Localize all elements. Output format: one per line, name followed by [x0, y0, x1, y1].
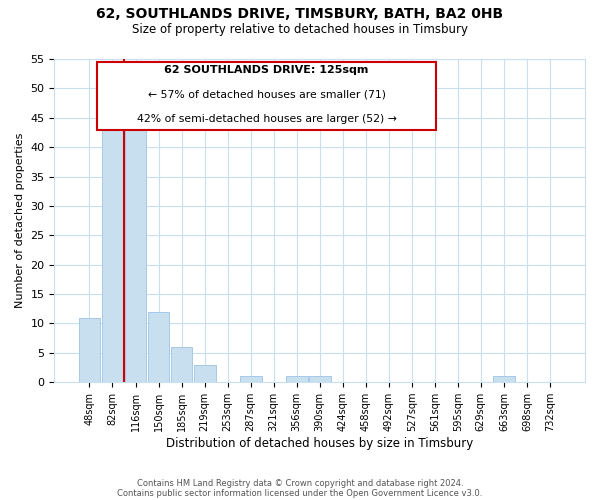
Text: Size of property relative to detached houses in Timsbury: Size of property relative to detached ho… [132, 22, 468, 36]
Bar [101, 130, 124, 382]
FancyBboxPatch shape [97, 62, 436, 130]
Bar [194, 364, 215, 382]
Bar [309, 376, 331, 382]
Bar [493, 376, 515, 382]
Bar [79, 318, 100, 382]
Bar [286, 376, 308, 382]
Bar [125, 118, 146, 382]
Text: 62 SOUTHLANDS DRIVE: 125sqm: 62 SOUTHLANDS DRIVE: 125sqm [164, 66, 369, 76]
Bar [148, 312, 169, 382]
Y-axis label: Number of detached properties: Number of detached properties [15, 133, 25, 308]
Bar [239, 376, 262, 382]
X-axis label: Distribution of detached houses by size in Timsbury: Distribution of detached houses by size … [166, 437, 473, 450]
Text: Contains HM Land Registry data © Crown copyright and database right 2024.: Contains HM Land Registry data © Crown c… [137, 478, 463, 488]
Text: 42% of semi-detached houses are larger (52) →: 42% of semi-detached houses are larger (… [137, 114, 397, 124]
Text: Contains public sector information licensed under the Open Government Licence v3: Contains public sector information licen… [118, 488, 482, 498]
Text: ← 57% of detached houses are smaller (71): ← 57% of detached houses are smaller (71… [148, 90, 386, 100]
Text: 62, SOUTHLANDS DRIVE, TIMSBURY, BATH, BA2 0HB: 62, SOUTHLANDS DRIVE, TIMSBURY, BATH, BA… [97, 8, 503, 22]
Bar [170, 347, 193, 382]
